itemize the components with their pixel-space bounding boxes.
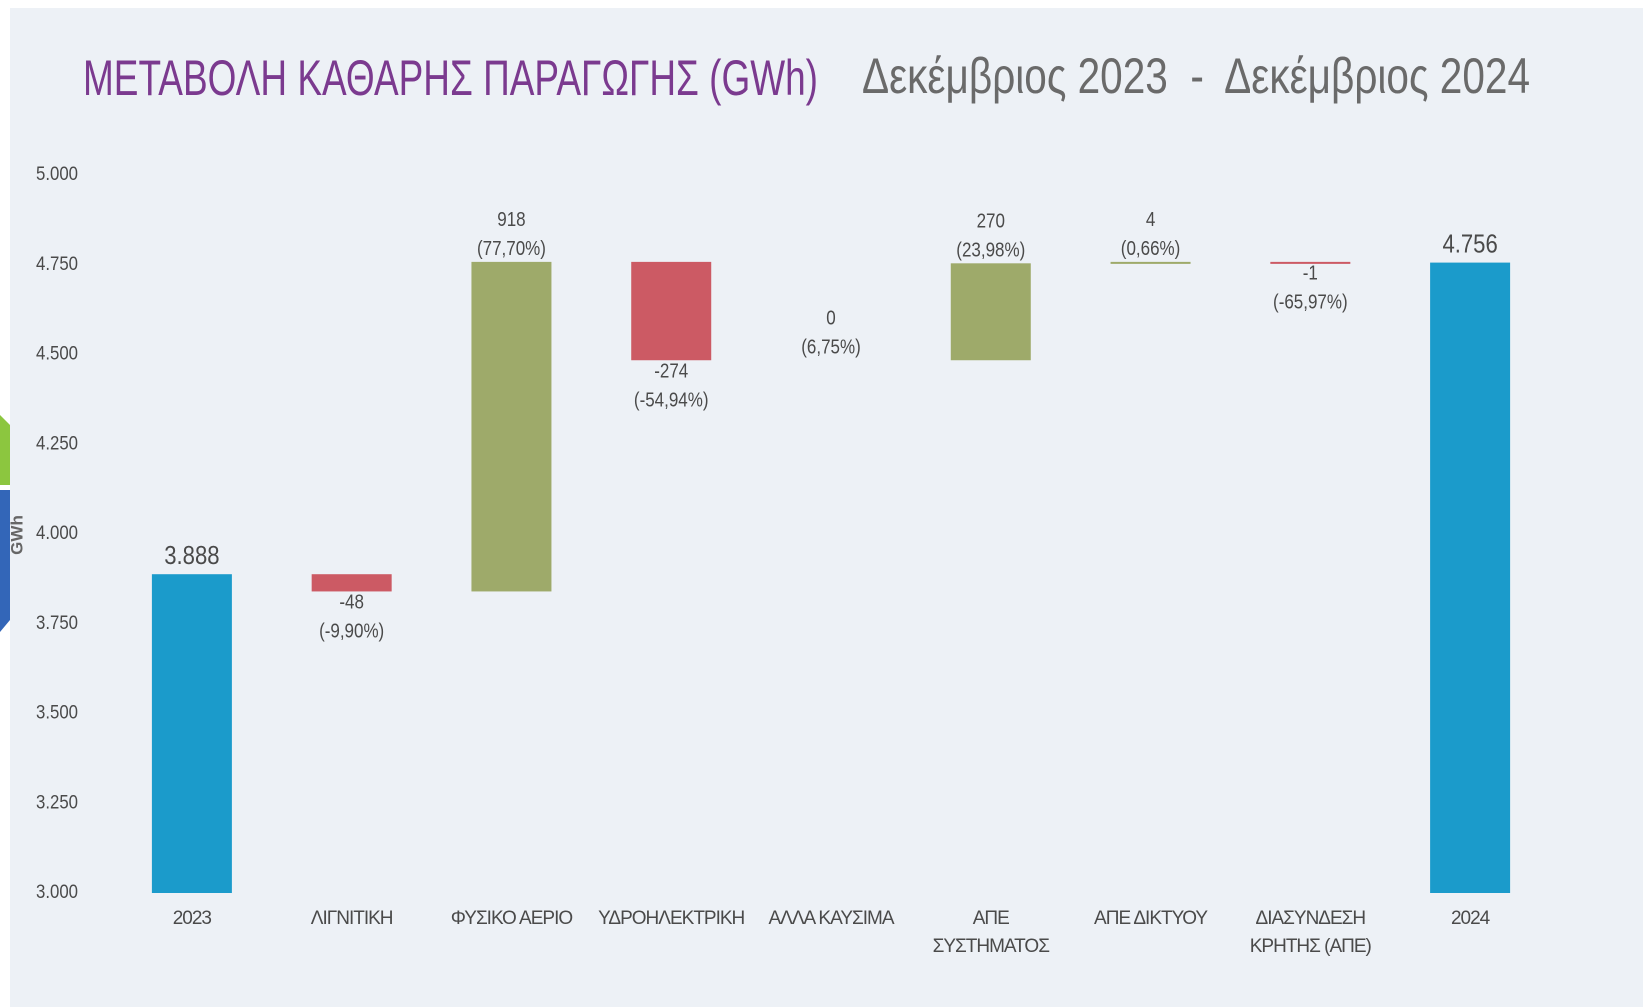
percent-label: (6,75%) xyxy=(801,335,860,358)
decoration xyxy=(0,415,10,485)
y-tick-label: 3.000 xyxy=(36,882,78,903)
y-tick-label: 4.500 xyxy=(36,344,78,365)
x-tick-label: ΑΛΛΑ ΚΑΥΣΙΜΑ xyxy=(768,908,894,929)
value-label: -274 xyxy=(654,359,688,382)
x-tick-label: ΔΙΑΣΥΝΔΕΣΗ ΚΡΗΤΗΣ (ΑΠΕ) xyxy=(1249,908,1372,957)
percent-label: (-54,94%) xyxy=(634,388,709,411)
y-axis-label: GWh xyxy=(7,515,26,555)
value-label: 918 xyxy=(497,208,525,231)
value-label: -48 xyxy=(339,590,364,613)
bar xyxy=(1430,262,1511,893)
bar xyxy=(311,574,392,592)
y-tick-label: 3.250 xyxy=(36,792,78,813)
y-tick-label: 4.750 xyxy=(36,254,78,275)
bar xyxy=(471,261,552,592)
percent-label: (0,66%) xyxy=(1121,237,1180,260)
percent-label: (-9,90%) xyxy=(319,619,384,642)
decoration xyxy=(0,490,10,632)
chart-background xyxy=(10,8,1643,1007)
bar xyxy=(1270,261,1351,264)
value-label: 0 xyxy=(826,306,835,329)
y-tick-label: 4.250 xyxy=(36,433,78,454)
value-label: 270 xyxy=(977,209,1005,232)
y-tick-label: 3.750 xyxy=(36,613,78,634)
percent-label: (-65,97%) xyxy=(1273,290,1348,313)
chart-title: ΜΕΤΑΒΟΛΗ ΚΑΘΑΡΗΣ ΠΑΡΑΓΩΓΗΣ (GWh) xyxy=(83,50,818,106)
x-tick-label: ΥΔΡΟΗΛΕΚΤΡΙΚΗ xyxy=(598,908,745,929)
x-tick-label: ΛΙΓΝΙΤΙΚΗ xyxy=(310,908,394,929)
value-label: 4 xyxy=(1146,208,1155,231)
x-tick-label: ΑΠΕ ΣΥΣΤΗΜΑΤΟΣ xyxy=(932,908,1050,957)
bar xyxy=(1110,261,1191,264)
x-tick-label: ΑΠΕ ΔΙΚΤΥΟΥ xyxy=(1094,908,1208,929)
bar xyxy=(631,261,712,361)
x-tick-label: 2024 xyxy=(1450,908,1490,929)
bar xyxy=(950,263,1031,361)
value-label: 3.888 xyxy=(164,541,219,570)
x-tick-label: 2023 xyxy=(172,908,212,929)
chart-subtitle: Δεκέμβριος 2023 - Δεκέμβριος 2024 xyxy=(862,48,1530,104)
y-tick-label: 3.500 xyxy=(36,703,78,724)
x-tick-label: ΦΥΣΙΚΟ ΑΕΡΙΟ xyxy=(450,908,573,929)
percent-label: (77,70%) xyxy=(477,237,546,260)
value-label: -1 xyxy=(1303,261,1318,284)
y-tick-label: 5.000 xyxy=(36,164,78,185)
percent-label: (23,98%) xyxy=(956,238,1025,261)
y-tick-label: 4.000 xyxy=(36,523,78,544)
bar xyxy=(151,574,232,893)
value-label: 4.756 xyxy=(1442,230,1497,259)
